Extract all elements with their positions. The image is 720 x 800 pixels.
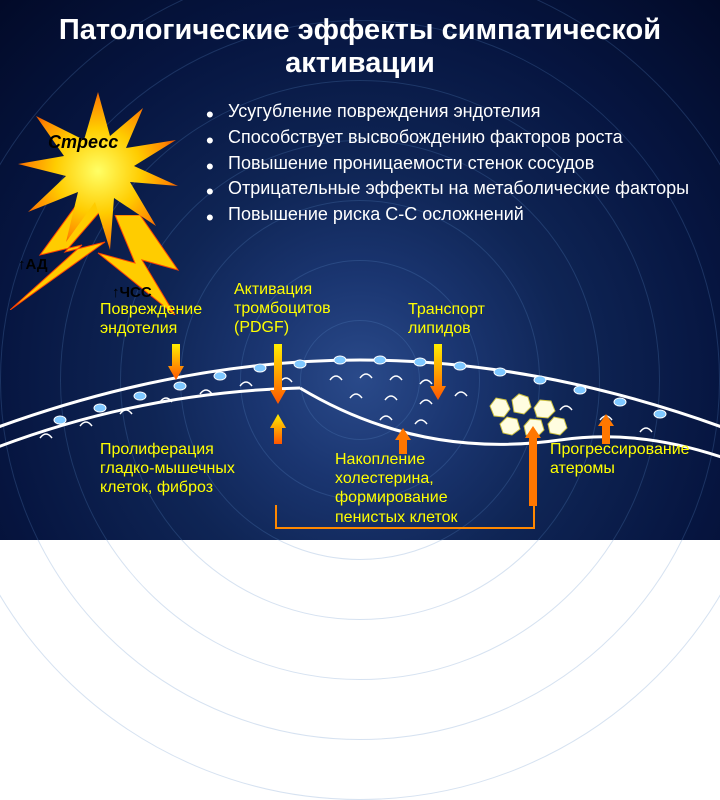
- label-atheroma: Прогрессирование атеромы: [550, 440, 690, 478]
- bullet-item: Повышение проницаемости стенок сосудов: [200, 152, 716, 176]
- label-lipid: Транспорт липидов: [408, 300, 485, 338]
- bullet-item: Усугубление повреждения эндотелия: [200, 100, 716, 124]
- page-title: Патологические эффекты симпатической акт…: [0, 14, 720, 81]
- bolt-ad-label: ↑АД: [18, 256, 48, 273]
- bullet-item: Отрицательные эффекты на метаболические …: [200, 177, 716, 201]
- arrow-up-icon: [525, 426, 541, 506]
- arrow-down-icon: [270, 344, 286, 404]
- label-proliferation: Пролиферация гладко-мышечных клеток, фиб…: [100, 440, 235, 498]
- label-accumulation: Накопление холестерина, формирование пен…: [335, 450, 458, 527]
- stress-label: Стресс: [48, 132, 118, 153]
- arrow-down-icon: [168, 344, 184, 380]
- starburst-icon: [18, 92, 178, 252]
- label-damage: Повреждение эндотелия: [100, 300, 202, 338]
- bullet-item: Способствует высвобождению факторов рост…: [200, 126, 716, 150]
- bullet-list: Усугубление повреждения эндотелия Способ…: [200, 100, 716, 229]
- arrow-up-icon: [270, 414, 286, 444]
- label-platelet: Активация тромбоцитов (PDGF): [234, 280, 331, 338]
- arrow-down-icon: [430, 344, 446, 400]
- bolt-hr-label: ↑ЧСС: [112, 284, 152, 301]
- bullet-item: Повышение риска С-С осложнений: [200, 203, 716, 227]
